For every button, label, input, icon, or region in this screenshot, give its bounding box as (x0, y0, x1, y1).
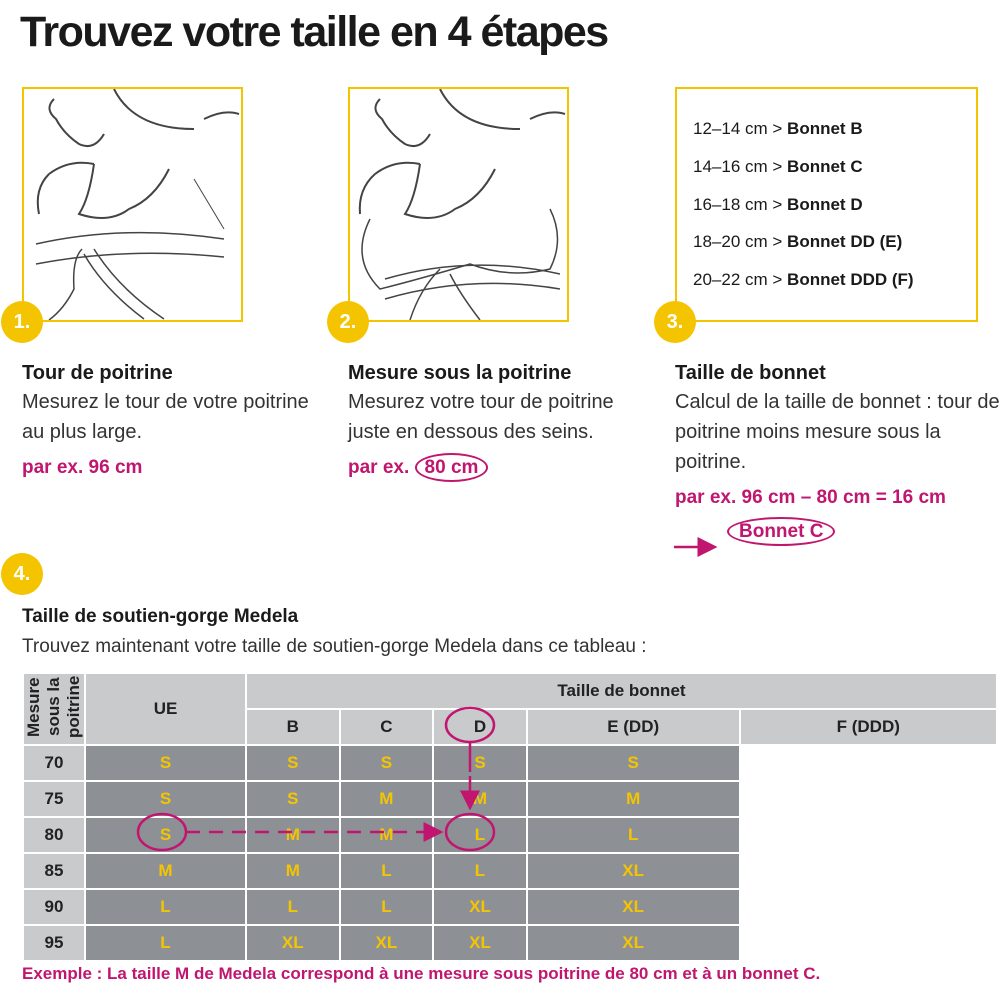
size-cell: S (84, 816, 247, 854)
table-row: 80 S M M L L (22, 816, 997, 854)
step-3-example: par ex. 96 cm – 80 cm = 16 cm (675, 487, 946, 508)
cup-range: 16–18 cm > (693, 195, 783, 214)
size-cell: XL (525, 852, 741, 890)
size-cell: M (432, 780, 528, 818)
cup-row: 18–20 cm > Bonnet DD (E) (693, 232, 902, 252)
example-prefix: par ex. (348, 457, 410, 478)
step-2-body: Mesurez votre tour de poitrine juste en … (348, 391, 614, 443)
size-cell: S (84, 780, 247, 818)
illustration-bust-measure (22, 87, 243, 322)
table-row: 90 L L L XL XL (22, 888, 997, 926)
step-3-text: Taille de bonnet Calcul de la taille de … (675, 362, 1000, 546)
size-cell: L (432, 816, 528, 854)
size-cell: S (245, 780, 341, 818)
step-4-badge: 4. (1, 553, 43, 595)
size-cell: XL (432, 924, 528, 962)
step-2-text: Mesure sous la poitrine Mesurez votre to… (348, 362, 618, 482)
cup-range: 14–16 cm > (693, 157, 783, 176)
size-cell: XL (525, 888, 741, 926)
example-value-circled: 80 cm (414, 453, 489, 482)
cup-label: Bonnet C (787, 157, 863, 176)
footer-example: Exemple : La taille M de Medela correspo… (22, 964, 821, 983)
cup-size-reference: 12–14 cm > Bonnet B 14–16 cm > Bonnet C … (675, 87, 978, 322)
table-row: 70 S S S S S (22, 744, 997, 782)
step-1-heading: Tour de poitrine (22, 362, 173, 384)
size-cell: L (84, 888, 247, 926)
cup-row: 14–16 cm > Bonnet C (693, 157, 863, 177)
step-3-body: Calcul de la taille de bonnet : tour de … (675, 391, 1000, 473)
column-header: E (DD) (525, 708, 741, 746)
size-cell: XL (338, 924, 435, 962)
cup-label: Bonnet DDD (F) (787, 270, 914, 289)
step-1-example: par ex. 96 cm (22, 457, 143, 478)
size-cell: S (245, 744, 341, 782)
size-cell: XL (432, 888, 528, 926)
step-3-heading: Taille de bonnet (675, 362, 826, 384)
step-4-heading: Taille de soutien-gorge Medela (22, 606, 299, 627)
step-3-result-circled: Bonnet C (727, 517, 836, 546)
cup-label: Bonnet D (787, 195, 863, 214)
cup-range: 18–20 cm > (693, 232, 783, 251)
table-row: 75 S S M M M (22, 780, 997, 818)
cup-range: 20–22 cm > (693, 270, 783, 289)
step-4-subtitle: Trouvez maintenant votre taille de souti… (22, 636, 647, 657)
size-cell: S (432, 744, 528, 782)
ue-cell: 95 (22, 924, 86, 962)
size-cell: L (338, 852, 435, 890)
cup-range: 12–14 cm > (693, 119, 783, 138)
row-axis-label-cell: Mesure sous la poitrine (22, 672, 86, 746)
cup-label: Bonnet DD (E) (787, 232, 903, 251)
step-2-badge: 2. (327, 301, 369, 343)
ue-cell: 75 (22, 780, 86, 818)
cup-row: 16–18 cm > Bonnet D (693, 195, 863, 215)
size-cell: M (338, 780, 435, 818)
cup-label: Bonnet B (787, 119, 863, 138)
size-cell: L (84, 924, 247, 962)
step-1-body: Mesurez le tour de votre poitrine au plu… (22, 391, 309, 443)
step-3-badge: 3. (654, 301, 696, 343)
size-cell: M (338, 816, 435, 854)
step-1-text: Tour de poitrine Mesurez le tour de votr… (22, 362, 312, 479)
size-cell: S (525, 744, 741, 782)
step-1-badge: 1. (1, 301, 43, 343)
underbust-measurement-drawing (358, 88, 566, 321)
size-cell: L (245, 888, 341, 926)
column-header: F (DDD) (738, 708, 999, 746)
ue-cell: 70 (22, 744, 86, 782)
cup-row: 20–22 cm > Bonnet DDD (F) (693, 270, 914, 290)
table-row: 85 M M L L XL (22, 852, 997, 890)
column-header: B (245, 708, 341, 746)
bust-measurement-drawing (35, 88, 240, 321)
ue-cell: 80 (22, 816, 86, 854)
illustration-underbust-measure (348, 87, 569, 322)
size-cell: XL (245, 924, 341, 962)
cup-header: Taille de bonnet (245, 672, 998, 710)
cup-row: 12–14 cm > Bonnet B (693, 119, 863, 139)
size-cell: L (525, 816, 741, 854)
size-cell: XL (525, 924, 741, 962)
ue-cell: 85 (22, 852, 86, 890)
size-cell: S (84, 744, 247, 782)
step-2-example: par ex. 80 cm (348, 453, 618, 482)
size-cell: M (245, 816, 341, 854)
size-cell: S (338, 744, 435, 782)
column-header: D (432, 708, 528, 746)
column-header: C (338, 708, 435, 746)
table-row: 95 L XL XL XL XL (22, 924, 997, 962)
ue-cell: 90 (22, 888, 86, 926)
page-title: Trouvez votre taille en 4 étapes (20, 8, 609, 56)
size-cell: L (338, 888, 435, 926)
size-cell: M (245, 852, 341, 890)
row-axis-label: Mesure sous la poitrine (24, 675, 83, 738)
size-table: Mesure sous la poitrine UE Taille de bon… (22, 672, 999, 962)
step-2-heading: Mesure sous la poitrine (348, 362, 572, 384)
size-cell: L (432, 852, 528, 890)
size-cell: M (525, 780, 741, 818)
size-cell: M (84, 852, 247, 890)
ue-header: UE (84, 672, 247, 746)
